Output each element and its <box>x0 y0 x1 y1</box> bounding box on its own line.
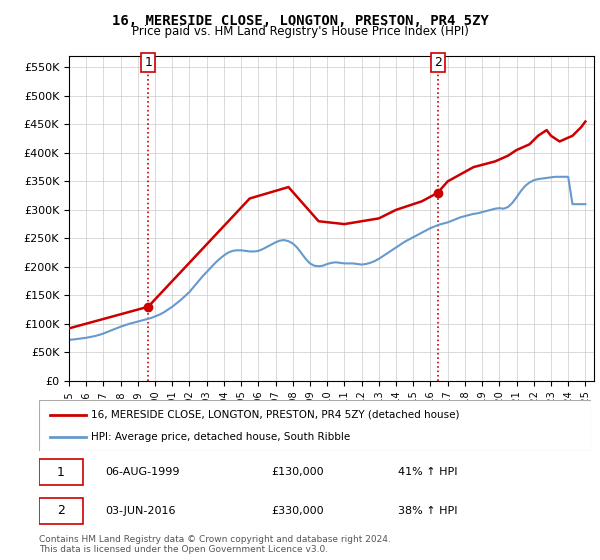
Text: 03-JUN-2016: 03-JUN-2016 <box>105 506 176 516</box>
Text: 2: 2 <box>57 504 65 517</box>
FancyBboxPatch shape <box>39 400 591 451</box>
Text: 16, MERESIDE CLOSE, LONGTON, PRESTON, PR4 5ZY (detached house): 16, MERESIDE CLOSE, LONGTON, PRESTON, PR… <box>91 409 460 419</box>
Text: 06-AUG-1999: 06-AUG-1999 <box>105 467 180 477</box>
Text: £330,000: £330,000 <box>271 506 323 516</box>
Text: Price paid vs. HM Land Registry's House Price Index (HPI): Price paid vs. HM Land Registry's House … <box>131 25 469 38</box>
Text: Contains HM Land Registry data © Crown copyright and database right 2024.
This d: Contains HM Land Registry data © Crown c… <box>39 535 391 554</box>
Text: HPI: Average price, detached house, South Ribble: HPI: Average price, detached house, Sout… <box>91 432 350 442</box>
FancyBboxPatch shape <box>39 459 83 485</box>
Text: 2: 2 <box>434 56 442 69</box>
Text: 38% ↑ HPI: 38% ↑ HPI <box>398 506 457 516</box>
Text: 16, MERESIDE CLOSE, LONGTON, PRESTON, PR4 5ZY: 16, MERESIDE CLOSE, LONGTON, PRESTON, PR… <box>112 14 488 28</box>
Text: 1: 1 <box>57 466 65 479</box>
Text: 1: 1 <box>144 56 152 69</box>
Text: £130,000: £130,000 <box>271 467 323 477</box>
Text: 41% ↑ HPI: 41% ↑ HPI <box>398 467 457 477</box>
FancyBboxPatch shape <box>39 498 83 524</box>
